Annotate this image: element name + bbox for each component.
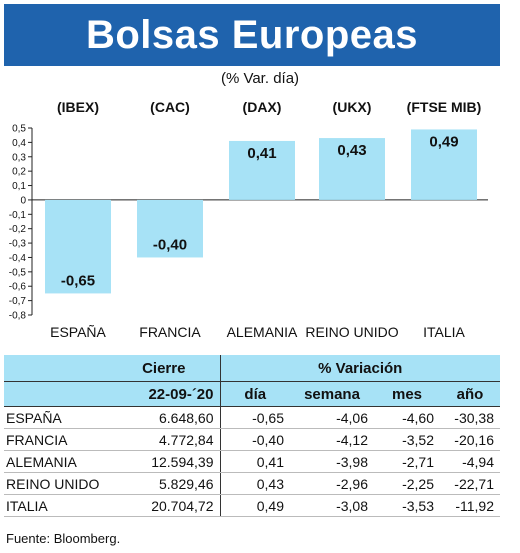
chart-title: Bolsas Europeas bbox=[4, 4, 500, 66]
bar bbox=[45, 199, 111, 294]
header-mes: mes bbox=[374, 381, 440, 407]
category-label: ITALIA bbox=[423, 324, 465, 340]
bar bbox=[411, 129, 477, 200]
header-semana: semana bbox=[290, 381, 374, 407]
header-cierre: Cierre bbox=[108, 355, 220, 382]
row-dia: 0,41 bbox=[219, 450, 290, 473]
y-tick-label: 0,2 bbox=[12, 167, 26, 178]
index-label: (DAX) bbox=[243, 99, 282, 115]
row-cierre: 6.648,60 bbox=[108, 406, 220, 429]
category-label: FRANCIA bbox=[139, 324, 201, 340]
table-row: ITALIA 20.704,72 0,49 -3,08 -3,53 -11,92 bbox=[4, 494, 500, 517]
y-tick-label: -0,8 bbox=[9, 311, 27, 322]
bar bbox=[229, 140, 295, 200]
index-label: (IBEX) bbox=[57, 99, 99, 115]
row-cierre: 20.704,72 bbox=[108, 494, 220, 517]
category-label: ALEMANIA bbox=[227, 324, 298, 340]
header-empty bbox=[4, 355, 108, 382]
index-label: (FTSE MIB) bbox=[407, 99, 482, 115]
row-semana: -3,08 bbox=[290, 494, 374, 517]
chart-subtitle: (% Var. día) bbox=[220, 70, 300, 87]
row-cierre: 4.772,84 bbox=[108, 428, 220, 451]
header-empty-2 bbox=[4, 381, 108, 407]
index-label: (CAC) bbox=[150, 99, 190, 115]
row-anio: -4,94 bbox=[440, 450, 500, 473]
table-row: ALEMANIA 12.594,39 0,41 -3,98 -2,71 -4,94 bbox=[4, 450, 500, 473]
row-mes: -3,52 bbox=[374, 428, 440, 451]
y-tick-label: 0,4 bbox=[12, 138, 26, 149]
y-tick-label: -0,3 bbox=[9, 239, 27, 250]
y-tick-label: -0,4 bbox=[9, 253, 27, 264]
row-anio: -30,38 bbox=[440, 406, 500, 429]
row-semana: -4,06 bbox=[290, 406, 374, 429]
row-name: REINO UNIDO bbox=[4, 472, 108, 495]
data-label: 0,43 bbox=[337, 142, 366, 159]
row-name: FRANCIA bbox=[4, 428, 108, 451]
y-tick-label: -0,5 bbox=[9, 267, 27, 278]
row-anio: -20,16 bbox=[440, 428, 500, 451]
header-variacion: % Variación bbox=[219, 355, 500, 382]
y-tick-label: 0,3 bbox=[12, 152, 26, 163]
row-cierre: 5.829,46 bbox=[108, 472, 220, 495]
data-label: -0,65 bbox=[61, 272, 95, 289]
row-mes: -2,71 bbox=[374, 450, 440, 473]
row-dia: -0,40 bbox=[219, 428, 290, 451]
header-dia: día bbox=[219, 381, 290, 407]
y-tick-label: -0,7 bbox=[9, 296, 27, 307]
row-anio: -11,92 bbox=[440, 494, 500, 517]
row-semana: -3,98 bbox=[290, 450, 374, 473]
row-anio: -22,71 bbox=[440, 472, 500, 495]
row-dia: 0,49 bbox=[219, 494, 290, 517]
category-label: REINO UNIDO bbox=[305, 324, 398, 340]
row-mes: -3,53 bbox=[374, 494, 440, 517]
row-dia: -0,65 bbox=[219, 406, 290, 429]
row-mes: -4,60 bbox=[374, 406, 440, 429]
category-label: ESPAÑA bbox=[50, 324, 106, 340]
row-semana: -4,12 bbox=[290, 428, 374, 451]
table-row: REINO UNIDO 5.829,46 0,43 -2,96 -2,25 -22,71 bbox=[4, 472, 500, 495]
data-label: 0,49 bbox=[429, 133, 458, 150]
y-tick-label: 0,5 bbox=[12, 124, 26, 135]
y-tick-label: 0,1 bbox=[12, 181, 26, 192]
source-note: Fuente: Bloomberg. bbox=[6, 531, 121, 546]
header-date: 22-09-´20 bbox=[108, 381, 220, 407]
row-semana: -2,96 bbox=[290, 472, 374, 495]
table-row: ESPAÑA 6.648,60 -0,65 -4,06 -4,60 -30,38 bbox=[4, 406, 500, 429]
table-row: FRANCIA 4.772,84 -0,40 -4,12 -3,52 -20,16 bbox=[4, 428, 500, 451]
y-tick-label: -0,6 bbox=[9, 282, 27, 293]
y-tick-label: -0,2 bbox=[9, 224, 27, 235]
bar-chart: 0,5 0,4 0,3 0,2 0,1 0 -0,1 -0,2 -0,3 -0,4 -0,5 -0,6… bbox=[9, 99, 488, 340]
index-label: (UKX) bbox=[333, 99, 372, 115]
y-tick-label: -0,1 bbox=[9, 210, 27, 221]
markets-table: Cierre % Variación 22-09-´20 día semana … bbox=[4, 355, 500, 517]
bar bbox=[137, 199, 203, 258]
row-name: ITALIA bbox=[4, 494, 108, 517]
bar bbox=[319, 138, 385, 200]
row-name: ALEMANIA bbox=[4, 450, 108, 473]
header-anio: año bbox=[440, 381, 500, 407]
data-label: 0,41 bbox=[247, 145, 276, 162]
row-name: ESPAÑA bbox=[4, 406, 108, 429]
row-mes: -2,25 bbox=[374, 472, 440, 495]
y-tick-label: 0 bbox=[20, 195, 26, 206]
data-label: -0,40 bbox=[153, 236, 187, 253]
row-dia: 0,43 bbox=[219, 472, 290, 495]
row-cierre: 12.594,39 bbox=[108, 450, 220, 473]
